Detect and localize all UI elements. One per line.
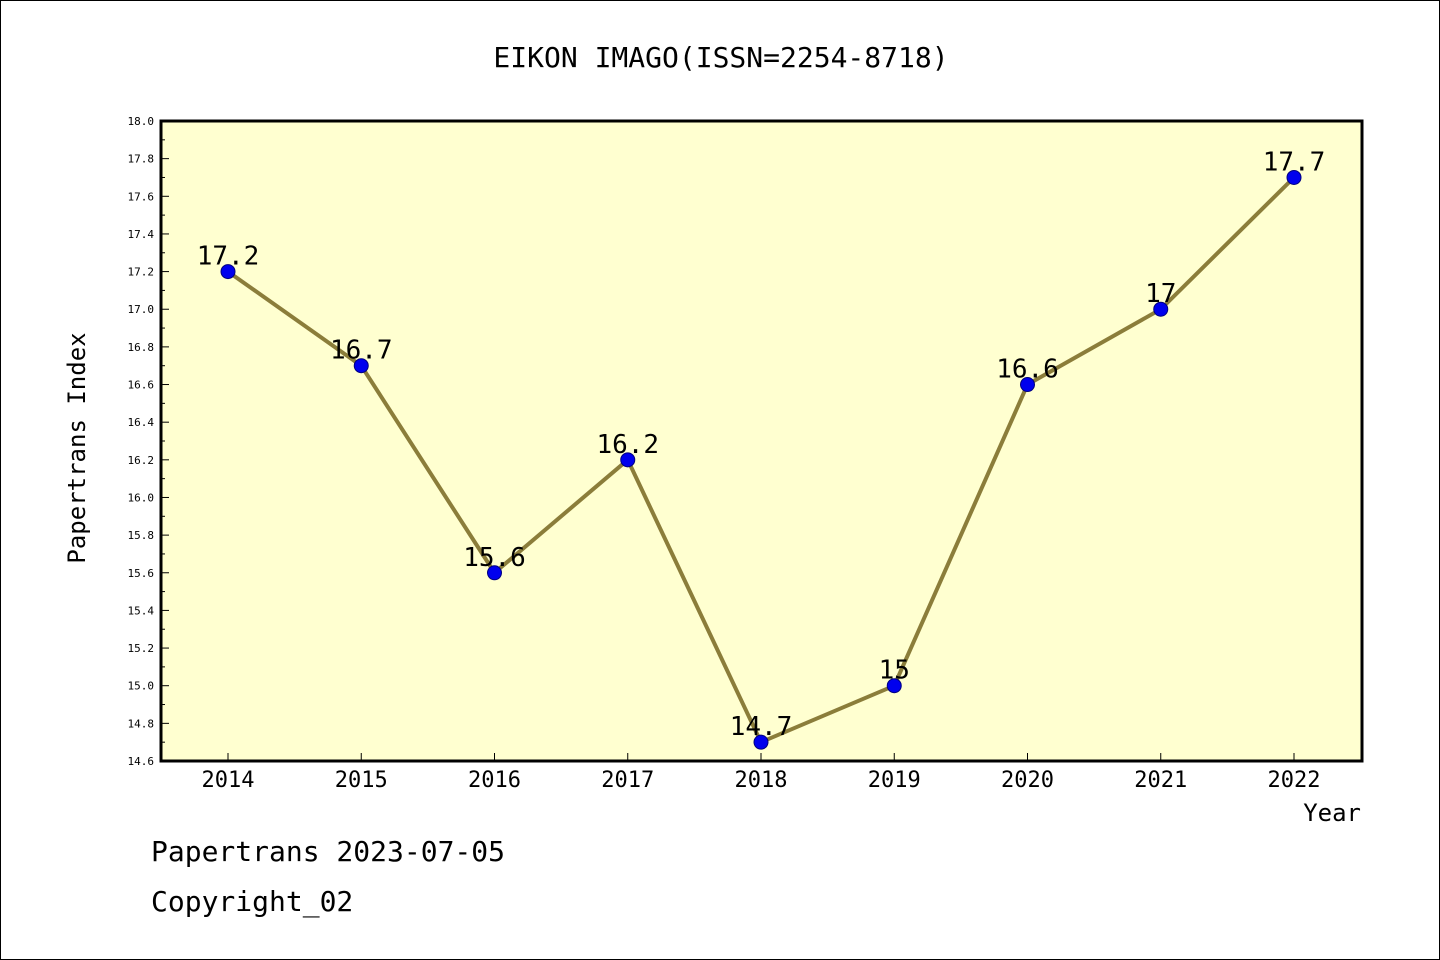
y-tick-label: 17.4 bbox=[128, 228, 155, 241]
chart-title: EIKON IMAGO(ISSN=2254-8718) bbox=[493, 41, 948, 74]
x-tick-label: 2019 bbox=[868, 768, 921, 793]
y-tick-label: 16.4 bbox=[128, 416, 155, 429]
data-label: 16.7 bbox=[330, 336, 393, 366]
data-point bbox=[487, 565, 502, 581]
series-points-group bbox=[220, 169, 1302, 750]
data-label: 17.7 bbox=[1263, 147, 1326, 177]
data-point bbox=[1153, 301, 1169, 317]
y-tick-label: 16.0 bbox=[128, 491, 155, 504]
y-tick-label: 16.6 bbox=[128, 379, 155, 392]
data-label: 16.6 bbox=[996, 355, 1059, 385]
y-tick-label: 16.2 bbox=[128, 454, 155, 467]
x-tick-label: 2014 bbox=[202, 768, 255, 793]
y-axis: 14.6 14.8 15.0 15.2 15.4 15.6 15.8 16.0 16.2 16.4… bbox=[128, 115, 169, 768]
data-point bbox=[1286, 169, 1302, 185]
x-axis-label: Year bbox=[1303, 799, 1361, 827]
data-point bbox=[1020, 377, 1035, 393]
y-tick-label: 15.2 bbox=[128, 642, 155, 655]
data-label: 15.6 bbox=[463, 543, 526, 573]
data-point bbox=[353, 358, 369, 374]
y-tick-label: 17.2 bbox=[128, 266, 155, 279]
data-labels-group: 17.2 16.7 15.6 16.2 14.7 15 16.6 17 17.7 bbox=[197, 147, 1326, 742]
data-point bbox=[886, 678, 902, 694]
x-tick-label: 2020 bbox=[1001, 768, 1054, 793]
data-label: 16.2 bbox=[596, 430, 659, 460]
footer-date: Papertrans 2023-07-05 bbox=[151, 835, 506, 868]
data-point bbox=[620, 452, 636, 468]
x-tick-label: 2018 bbox=[735, 768, 788, 793]
data-point bbox=[220, 264, 236, 280]
x-tick-label: 2022 bbox=[1268, 768, 1321, 793]
data-label: 15 bbox=[879, 656, 910, 686]
data-label: 17 bbox=[1145, 279, 1176, 309]
data-label: 14.7 bbox=[730, 712, 793, 742]
plot-area bbox=[159, 119, 1364, 763]
data-label: 17.2 bbox=[197, 242, 260, 272]
y-tick-label: 15.6 bbox=[128, 567, 155, 580]
y-axis-label: Papertrans Index bbox=[63, 332, 91, 563]
y-tick-label: 17.0 bbox=[128, 303, 155, 316]
x-tick-label: 2017 bbox=[601, 768, 654, 793]
y-tick-label: 15.0 bbox=[128, 680, 155, 693]
y-tick-label: 18.0 bbox=[128, 115, 155, 128]
footer-copyright: Copyright_02 bbox=[151, 885, 354, 918]
y-tick-label: 14.8 bbox=[128, 717, 155, 730]
y-tick-label: 16.8 bbox=[128, 341, 155, 354]
x-axis: 2014 2015 2016 2017 2018 2019 2020 2021 2022 bbox=[202, 753, 1321, 793]
x-tick-label: 2021 bbox=[1134, 768, 1187, 793]
y-tick-label: 14.6 bbox=[128, 755, 155, 768]
x-tick-label: 2016 bbox=[468, 768, 521, 793]
y-tick-label: 15.4 bbox=[128, 604, 155, 617]
y-tick-label: 17.6 bbox=[128, 190, 155, 203]
y-tick-label: 17.8 bbox=[128, 153, 155, 166]
x-tick-label: 2015 bbox=[335, 768, 388, 793]
y-tick-label: 15.8 bbox=[128, 529, 155, 542]
data-point bbox=[753, 734, 769, 750]
